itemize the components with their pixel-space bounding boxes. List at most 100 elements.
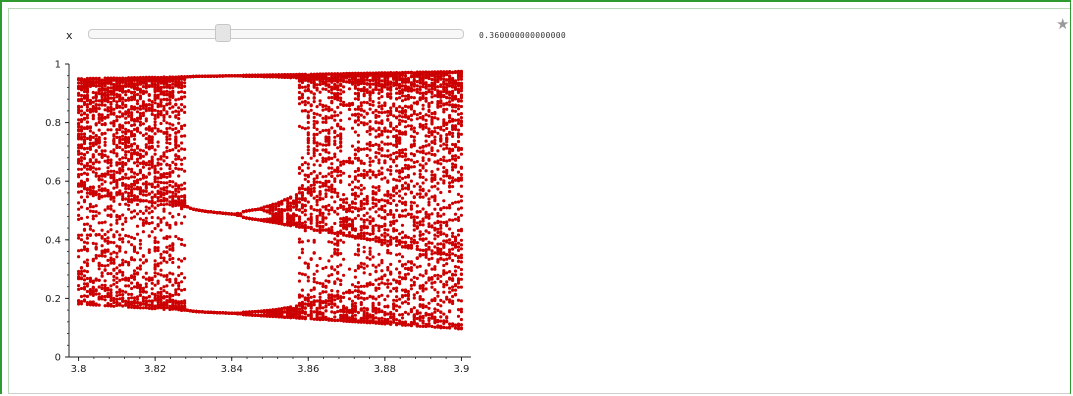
data-point [165,141,169,145]
data-point [100,98,104,102]
data-point [112,268,116,272]
data-point [109,109,113,113]
data-point [183,304,187,308]
data-point [168,179,172,184]
data-point [156,109,160,113]
data-point [168,190,172,194]
data-point [206,210,210,214]
data-point [312,92,316,96]
data-point [130,167,134,171]
data-point [150,230,154,234]
data-point [115,170,119,174]
data-point [115,191,119,195]
data-point [180,259,184,263]
data-point [100,221,104,225]
data-point [115,251,119,255]
data-point [121,183,125,187]
data-point [82,94,87,98]
data-point [103,153,107,158]
data-point [88,165,92,169]
data-point [127,157,131,162]
data-point [135,106,140,110]
data-point [262,205,266,209]
data-point [253,310,257,314]
data-point [315,141,319,145]
data-point [103,140,107,144]
data-point [153,117,157,121]
data-point [106,170,110,174]
data-point [247,74,251,78]
data-point [124,290,128,294]
data-point [103,254,107,258]
data-point [132,137,137,141]
data-point [162,82,166,86]
data-point [91,107,95,111]
data-point [106,241,110,245]
data-point [162,285,166,289]
data-point [130,305,134,309]
data-point [94,142,98,146]
data-point [124,127,128,131]
data-point [77,300,81,304]
data-point [159,89,163,93]
data-point [197,310,201,314]
data-point [292,312,296,316]
data-point [150,135,154,140]
data-point [130,116,134,120]
data-point [97,107,101,111]
x-tick-label: 3.84 [221,364,243,375]
data-point [79,266,84,270]
data-point [82,282,87,286]
slider-handle[interactable] [215,24,232,42]
data-point [85,215,89,219]
data-point [174,192,178,196]
data-point [109,207,113,211]
data-point [144,185,148,189]
data-point [309,215,313,219]
data-point [115,178,119,183]
data-point [103,108,107,112]
data-point [109,240,113,244]
data-point [144,277,148,281]
data-point [312,240,316,244]
data-point [300,247,304,251]
data-point [183,110,187,114]
data-point [135,86,140,90]
data-point [124,216,128,220]
data-point [159,306,163,310]
data-point [135,251,140,255]
data-point [183,169,187,173]
data-point [303,310,307,314]
data-point [144,145,148,149]
slider-track[interactable] [88,29,464,39]
data-point [100,254,104,258]
data-point [138,123,142,127]
data-point [165,181,169,185]
data-point [300,191,304,195]
data-point [215,311,219,315]
data-point [162,199,166,203]
data-point [286,197,290,201]
data-point [82,84,87,88]
data-point [265,204,269,208]
data-point [132,161,137,165]
data-point [153,171,157,175]
data-point [147,125,151,129]
data-point [118,263,122,267]
data-point [247,310,251,314]
data-point [85,236,89,240]
data-point [312,100,316,104]
data-point [159,76,163,81]
data-point [94,99,98,103]
data-point [118,125,122,129]
data-point [91,241,95,245]
data-point [312,277,316,281]
data-point [124,110,128,114]
data-point [115,276,119,280]
data-point [171,201,175,205]
data-point [141,275,145,279]
data-point [144,282,148,286]
star-icon[interactable]: ★ [1056,15,1070,33]
data-point [183,299,187,303]
data-point [159,176,163,180]
